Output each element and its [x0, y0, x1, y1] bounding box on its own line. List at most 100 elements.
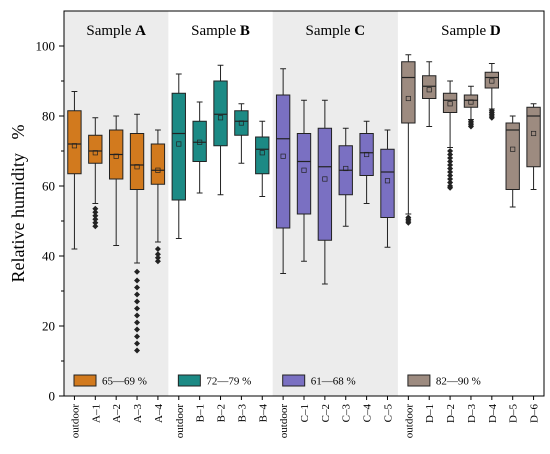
iqr-box: [380, 148, 395, 218]
outlier-point: [134, 333, 141, 340]
sample-title-letter: A: [135, 23, 146, 39]
outlier-point: [154, 258, 161, 265]
x-category-label: A–1: [90, 404, 102, 423]
outlier-point: [154, 251, 161, 258]
outlier-point: [488, 114, 495, 121]
box-6: [192, 101, 207, 194]
sample-title-3: Sample D: [441, 23, 501, 39]
outlier-point: [134, 277, 141, 284]
x-category-label: outdoor: [69, 404, 81, 439]
x-category-label: D–1: [424, 404, 436, 423]
outlier-point: [447, 184, 454, 191]
mean-marker: [405, 95, 411, 102]
x-category-label: D–6: [529, 404, 541, 423]
outlier-point: [92, 205, 99, 212]
iqr-box: [401, 61, 416, 124]
mean-marker: [426, 87, 432, 93]
mean-marker: [384, 178, 391, 184]
x-category-label: A–3: [132, 404, 144, 423]
iqr-box: [422, 75, 437, 99]
mean-marker: [489, 78, 495, 84]
outlier-point: [447, 176, 454, 182]
sample-title-prefix: Sample: [191, 23, 240, 39]
box-8: [234, 103, 249, 164]
iqr-box: [505, 122, 520, 190]
x-category-label: B–1: [195, 404, 207, 422]
box-9: [255, 120, 270, 197]
y-tick-label: 40: [42, 249, 55, 264]
legend-label-1: 72—79 %: [206, 376, 251, 388]
outlier-point: [134, 305, 141, 312]
x-category-label: D–5: [508, 404, 520, 423]
mean-marker: [447, 101, 453, 107]
iqr-box: [129, 133, 145, 190]
iqr-box: [171, 92, 186, 201]
outlier-point: [92, 212, 99, 219]
iqr-box: [484, 71, 500, 89]
legend-label-3: 82—90 %: [436, 376, 481, 388]
box-10: [275, 68, 291, 274]
box-15: [380, 129, 395, 248]
x-category-label: A–4: [153, 404, 165, 423]
mean-marker: [197, 139, 203, 145]
legend-swatch-3: [407, 374, 431, 387]
box-5: [171, 73, 186, 239]
sample-title-prefix: Sample: [306, 23, 355, 39]
outlier-point: [447, 151, 454, 158]
outlier-point: [154, 246, 161, 252]
outlier-point: [92, 216, 99, 223]
x-category-label: D–2: [445, 404, 457, 423]
outlier-point: [447, 148, 454, 154]
mean-marker: [217, 115, 224, 121]
outlier-point: [134, 291, 141, 298]
legend-swatch-2: [282, 374, 306, 387]
plot-frame: [63, 10, 545, 397]
box-11: [296, 99, 312, 262]
mean-marker: [531, 130, 537, 137]
y-tick-label: 20: [42, 319, 55, 334]
outlier-point: [134, 340, 141, 347]
outlier-point: [134, 319, 141, 326]
x-category-label: C–3: [341, 404, 353, 423]
y-axis-title: Relative humidity %: [8, 125, 28, 283]
mean-marker: [259, 150, 265, 156]
mean-marker: [301, 167, 307, 173]
outlier-point: [405, 219, 412, 226]
x-category-label: outdoor: [278, 404, 290, 439]
box-16: [401, 54, 416, 226]
box-12: [317, 99, 333, 285]
iqr-box: [275, 94, 291, 229]
box-0: [67, 91, 82, 250]
mean-marker: [155, 167, 161, 173]
iqr-box: [213, 80, 228, 147]
outlier-point: [467, 123, 474, 130]
iqr-box: [526, 106, 541, 168]
mean-marker: [238, 120, 244, 126]
legend-swatch-1: [177, 374, 201, 387]
x-category-label: outdoor: [174, 404, 186, 439]
legend-swatch-0: [73, 374, 97, 387]
x-category-label: C–5: [382, 404, 394, 423]
y-tick-label: 100: [36, 39, 56, 54]
y-tick-label: 80: [42, 109, 55, 124]
iqr-box: [359, 133, 374, 176]
group-shade-2: [272, 11, 398, 396]
x-category-label: B–4: [257, 404, 269, 423]
box-4: [150, 129, 166, 265]
iqr-box: [234, 110, 249, 136]
sample-title-letter: D: [490, 23, 501, 39]
iqr-box: [463, 94, 479, 108]
mean-marker: [343, 165, 349, 172]
x-category-label: C–4: [362, 404, 374, 423]
outlier-point: [154, 254, 161, 261]
iqr-box: [317, 127, 333, 241]
sample-title-letter: C: [354, 23, 365, 39]
outlier-point: [447, 165, 454, 172]
sample-title-0: Sample A: [86, 23, 146, 39]
x-category-label: B–2: [216, 404, 228, 422]
iqr-box: [150, 143, 166, 185]
box-2: [108, 115, 124, 246]
outlier-point: [92, 219, 99, 226]
legend-label-2: 61—68 %: [311, 376, 356, 388]
